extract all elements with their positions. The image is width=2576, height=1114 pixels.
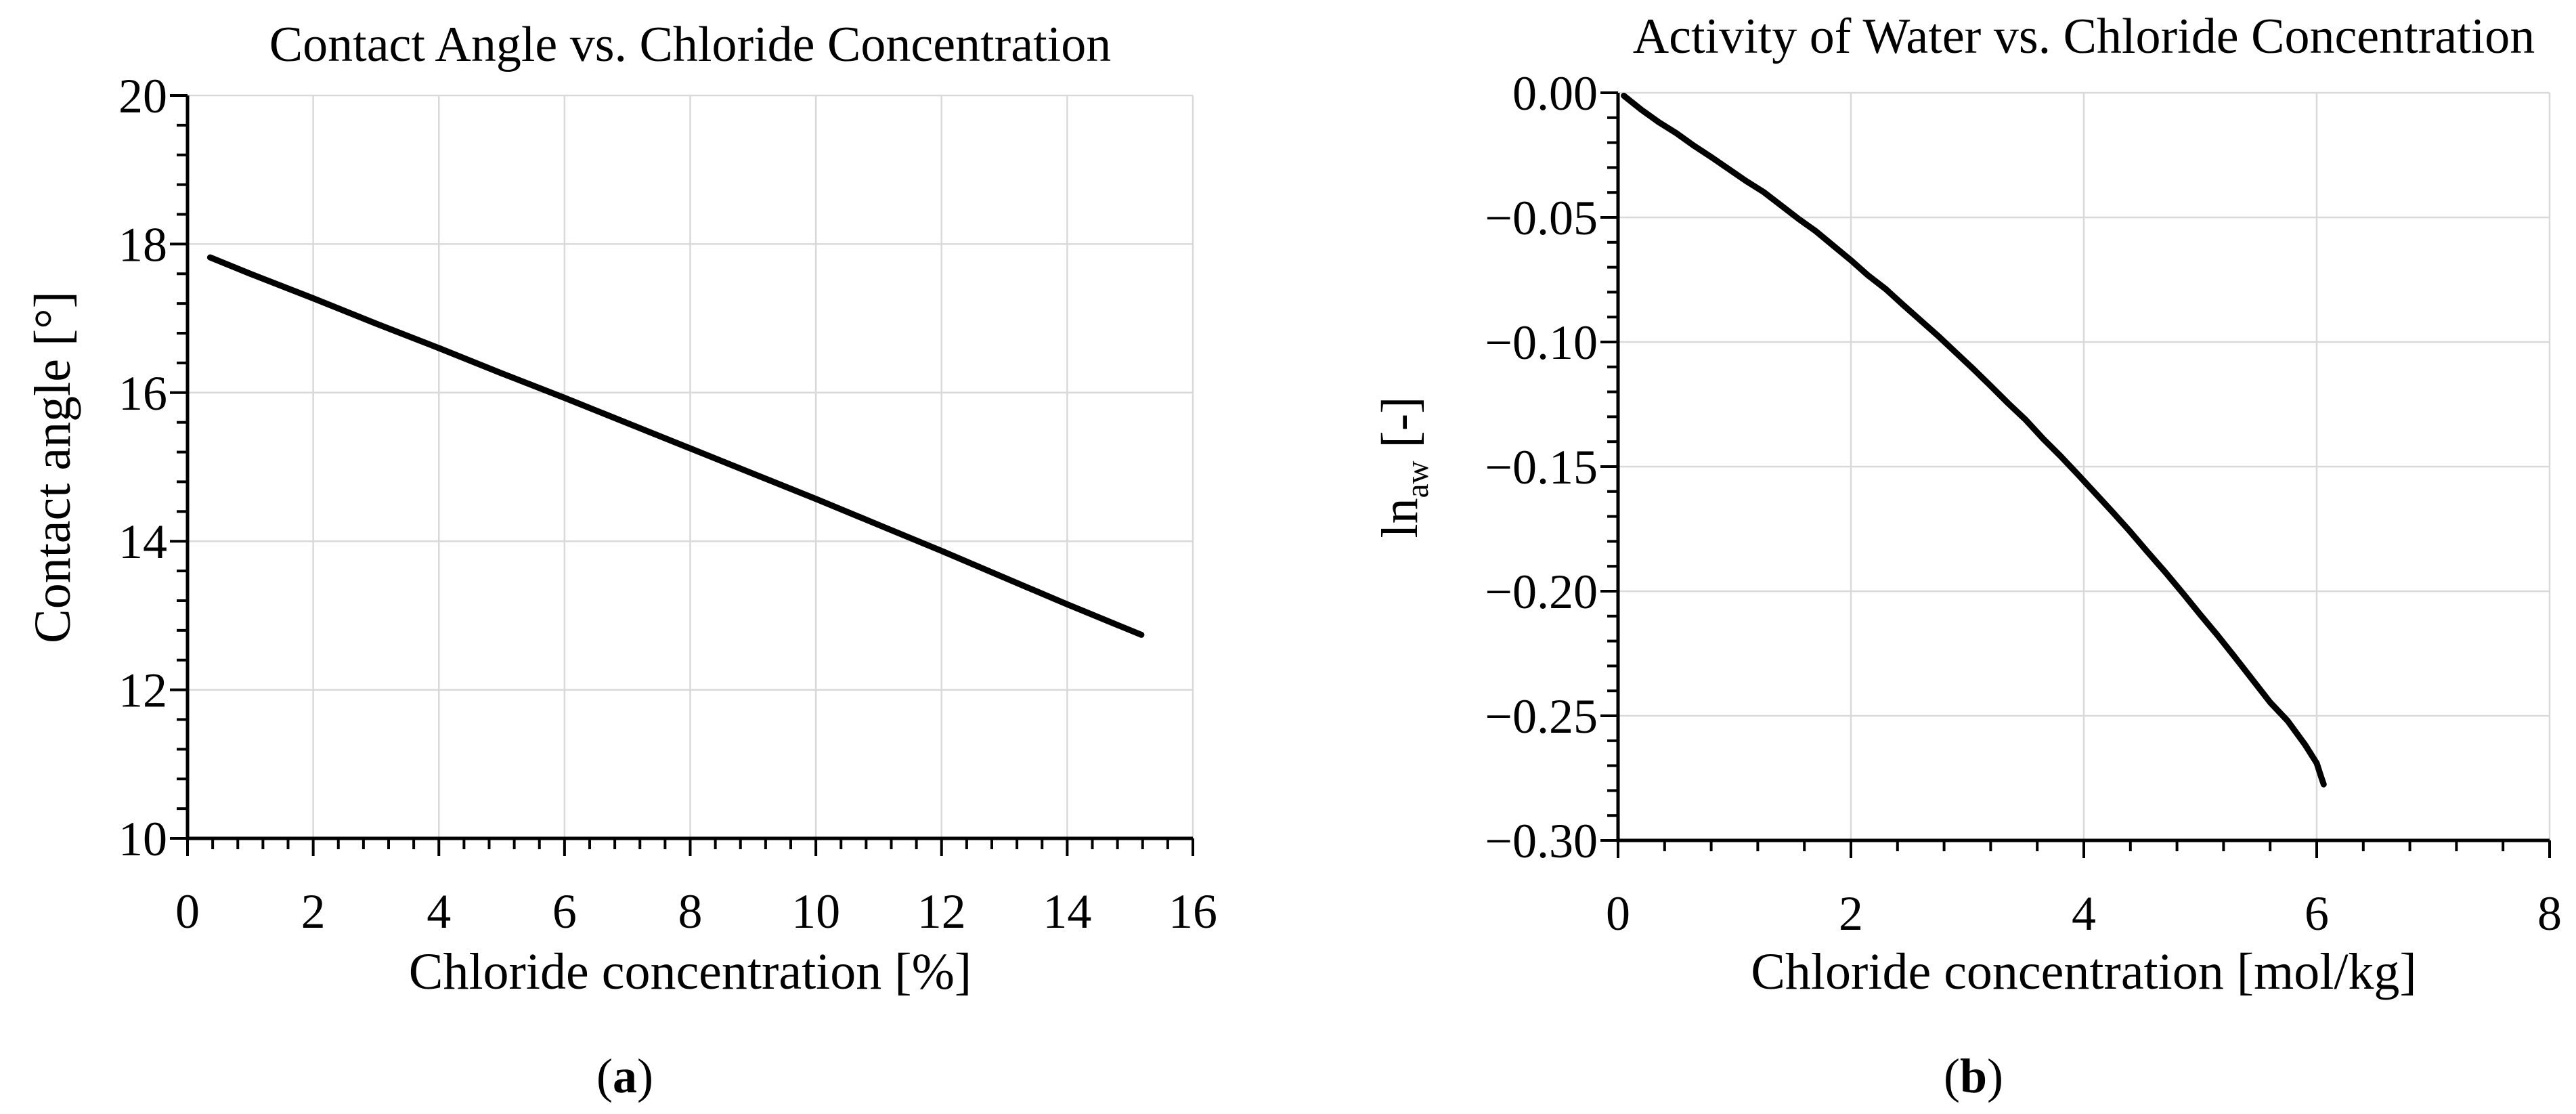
chart-b-caption-open-paren: (: [1943, 1049, 1960, 1103]
y-tick-label--0.25: −0.25: [1485, 689, 1598, 744]
y-tick-label-14: 14: [118, 515, 167, 569]
chart-b-y-axis-title-main: ln: [1372, 498, 1428, 538]
y-tick-label--0.05: −0.05: [1485, 191, 1598, 245]
x-tick-label-0: 0: [1606, 886, 1630, 941]
chart-b-caption-close-paren: ): [1987, 1049, 2003, 1103]
x-tick-label-4: 4: [427, 884, 451, 939]
y-tick-label-10: 10: [118, 812, 167, 866]
chart-a-caption: (a): [489, 1048, 760, 1105]
chart-b-caption-letter: b: [1959, 1049, 1988, 1103]
series-line-contact-angle-vs-chloride: [206, 254, 1145, 638]
chart-b-title: Activity of Water vs. Chloride Concentra…: [1632, 9, 2535, 64]
chart-a-title: Contact Angle vs. Chloride Concentration: [269, 17, 1112, 72]
y-tick-label--0.1: −0.10: [1485, 316, 1598, 370]
y-tick-label--0.2: −0.20: [1485, 565, 1598, 619]
y-tick-label-12: 12: [118, 664, 167, 718]
x-tick-label-6: 6: [552, 884, 577, 939]
x-tick-label-8: 8: [2537, 886, 2562, 941]
y-tick-label-0: 0.00: [1512, 66, 1598, 121]
y-tick-label-16: 16: [118, 366, 167, 421]
x-tick-label-2: 2: [301, 884, 326, 939]
x-tick-label-2: 2: [1839, 886, 1863, 941]
y-tick-label--0.15: −0.15: [1485, 440, 1598, 494]
x-tick-label-8: 8: [678, 884, 703, 939]
x-tick-label-4: 4: [2072, 886, 2096, 941]
chart-b-y-axis-title-sub: aw: [1400, 460, 1436, 498]
chart-a-plot-area: 0 2 4 6 8 10 12 14 16 10 12 14 16 18 20: [118, 69, 1217, 939]
chart-a-caption-open-paren: (: [596, 1049, 613, 1103]
chart-b-y-axis-title: lnaw [-]: [1368, 61, 1436, 874]
x-tick-label-16: 16: [1169, 884, 1217, 939]
chart-a-caption-letter: a: [613, 1049, 637, 1103]
chart-a-y-axis-title: Contact angle [°]: [20, 61, 85, 874]
x-tick-label-10: 10: [791, 884, 840, 939]
chart-a-x-axis-title: Chloride concentration [%]: [408, 943, 972, 1000]
y-tick-label-18: 18: [118, 217, 167, 272]
chart-b-x-axis-title: Chloride concentration [mol/kg]: [1751, 943, 2417, 1000]
chart-a-y-axis-title-main: Contact angle [°]: [24, 291, 81, 643]
chart-b-caption: (b): [1838, 1048, 2109, 1105]
x-tick-label-12: 12: [917, 884, 966, 939]
x-tick-label-0: 0: [175, 884, 200, 939]
y-tick-label--0.3: −0.30: [1485, 814, 1598, 868]
chart-a-caption-close-paren: ): [637, 1049, 653, 1103]
series-line-ln-aw-vs-chloride-molality: [1621, 92, 2327, 788]
y-tick-label-20: 20: [118, 69, 167, 123]
x-tick-label-14: 14: [1043, 884, 1091, 939]
chart-b-y-axis-title-rest: [-]: [1372, 396, 1428, 461]
x-tick-label-6: 6: [2305, 886, 2329, 941]
chart-b-plot-area: 0 2 4 6 8 0.00 −0.05 −0.10 −0.15 −0.20 −0.25 −0.30: [1485, 66, 2562, 941]
